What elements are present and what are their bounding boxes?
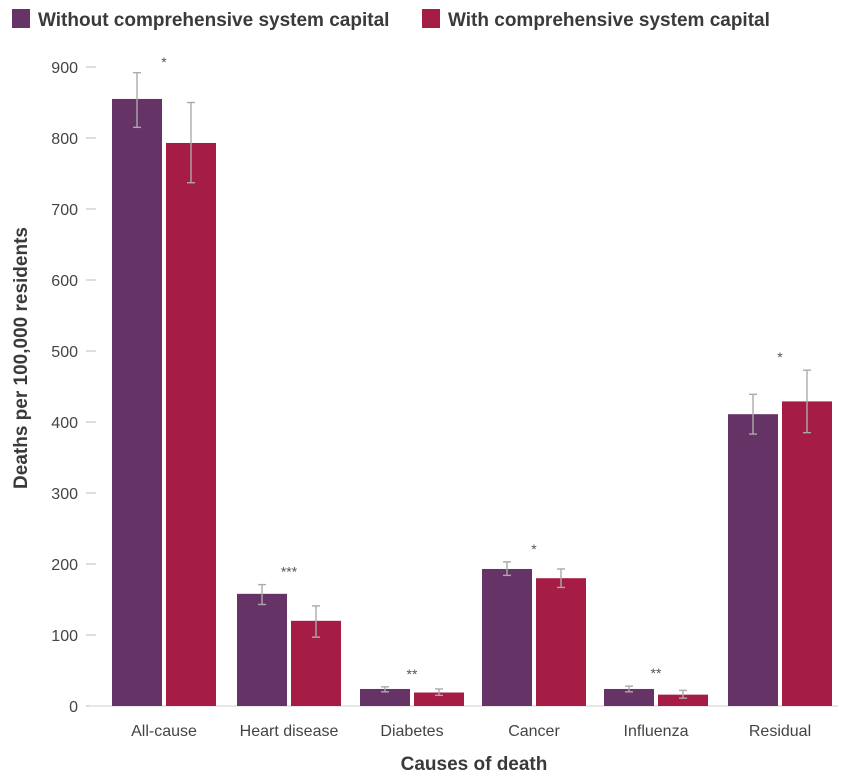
x-axis: All-cause Heart disease Diabetes Cancer Infl… — [131, 723, 811, 740]
y-tick-label: 400 — [51, 415, 78, 432]
x-tick-label: Influenza — [624, 723, 689, 740]
x-tick-label: Diabetes — [380, 723, 443, 740]
significance-marker: * — [161, 54, 167, 70]
x-tick-label: Heart disease — [240, 723, 339, 740]
legend: Without comprehensive system capital Wit… — [12, 9, 770, 31]
bar — [112, 98, 162, 706]
x-tick-label: Cancer — [508, 723, 560, 740]
legend-swatch-with — [422, 9, 440, 28]
significance-marker: ** — [407, 666, 418, 682]
y-tick-label: 300 — [51, 486, 78, 503]
bar — [782, 401, 832, 706]
bar — [482, 568, 532, 706]
x-tick-label: Residual — [749, 723, 811, 740]
legend-swatch-without — [12, 9, 30, 28]
x-tick-label: All-cause — [131, 723, 197, 740]
y-tick-label: 500 — [51, 344, 78, 361]
bar — [536, 578, 586, 706]
bar — [414, 692, 464, 706]
bar — [604, 688, 654, 706]
y-tick-label: 900 — [51, 60, 78, 77]
bar — [728, 414, 778, 706]
significance-markers: ********** — [161, 54, 783, 682]
significance-marker: ** — [651, 665, 662, 681]
y-tick-label: 200 — [51, 557, 78, 574]
y-tick-label: 600 — [51, 273, 78, 290]
bar — [237, 593, 287, 706]
x-axis-title: Causes of death — [401, 754, 548, 774]
y-tick-label: 0 — [69, 699, 78, 716]
bar — [658, 694, 708, 706]
y-tick-label: 100 — [51, 628, 78, 645]
legend-label-with: With comprehensive system capital — [448, 10, 770, 31]
y-tick-label: 800 — [51, 131, 78, 148]
significance-marker: *** — [281, 564, 298, 580]
error-bars — [133, 71, 811, 699]
bar — [166, 142, 216, 707]
y-axis: 0 100 200 300 400 500 600 700 800 900 — [51, 60, 96, 716]
significance-marker: * — [777, 349, 783, 365]
bar — [360, 688, 410, 706]
y-axis-title: Deaths per 100,000 residents — [11, 227, 32, 489]
significance-marker: * — [531, 541, 537, 557]
bars — [112, 98, 832, 707]
y-tick-label: 700 — [51, 202, 78, 219]
legend-label-without: Without comprehensive system capital — [38, 10, 389, 31]
